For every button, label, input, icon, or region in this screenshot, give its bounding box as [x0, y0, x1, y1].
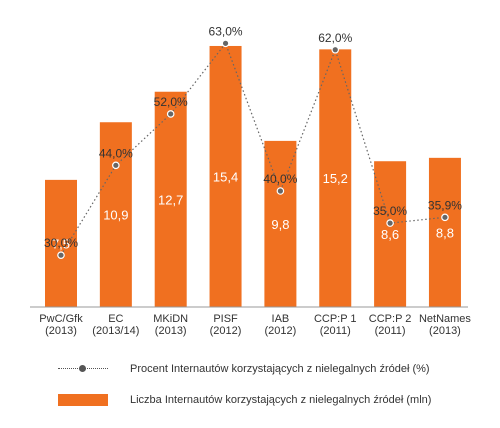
x-tick-sublabel: (2013) — [155, 325, 187, 337]
bar-value-label: 15,2 — [323, 171, 348, 186]
bar-value-label: 10,9 — [103, 208, 128, 223]
percent-series-line — [60, 42, 446, 256]
line-point — [441, 213, 449, 222]
bar — [45, 179, 77, 307]
bar-value-label: 12,7 — [158, 192, 183, 207]
point-value-label: 62,0% — [318, 31, 352, 45]
point-value-label: 35,9% — [428, 198, 462, 212]
x-tick-sublabel: (2012) — [210, 325, 242, 337]
bar — [154, 91, 187, 307]
x-axis: PwC/Gfk(2013)EC(2013/14)MKiDN(2013)PISF(… — [30, 306, 471, 337]
dotted-line-marker-icon — [58, 363, 108, 375]
legend-label-count: Liczba Internautów korzystających z niel… — [130, 394, 432, 406]
bar — [319, 49, 352, 308]
bar-value-label: 8,6 — [381, 227, 399, 242]
point-value-label: 35,0% — [373, 204, 407, 218]
point-value-label: 44,0% — [99, 146, 133, 160]
x-tick-sublabel: (2011) — [375, 325, 406, 337]
bar-value-label: 9,8 — [271, 217, 289, 232]
x-tick-sublabel: (2013) — [429, 325, 461, 337]
x-tick-sublabel: (2013/14) — [92, 325, 139, 337]
bar-value-label: 15,4 — [213, 169, 238, 184]
orange-bar-swatch-icon — [58, 394, 108, 406]
bar-value-label: 7,5 — [52, 236, 70, 251]
bar — [209, 45, 242, 307]
bar-value-label: 8,8 — [436, 225, 454, 240]
bar — [99, 122, 132, 308]
legend-label-percent: Procent Internautów korzystających z nie… — [130, 363, 430, 375]
x-tick-label: PwC/Gfk — [39, 313, 83, 325]
bar — [264, 140, 297, 307]
point-value-label: 30,0% — [44, 236, 78, 250]
line-point — [276, 187, 285, 195]
labels-group: 7,5 10,9 12,7 15,4 9,8 15,2 8,6 8,8 30,0% 44,0% 52… — [44, 24, 462, 251]
x-tick-label: PISF — [213, 313, 238, 325]
line-point — [221, 39, 230, 48]
x-tick-label: NetNames — [419, 313, 471, 325]
x-tick-label: EC — [108, 313, 123, 325]
line-series-group — [57, 39, 449, 260]
point-value-label: 40,0% — [263, 172, 297, 186]
x-tick-sublabel: (2011) — [320, 325, 351, 337]
legend-item-count: Liczba Internautów korzystających z niel… — [58, 394, 431, 406]
line-point — [166, 110, 175, 118]
line-point — [386, 219, 394, 227]
point-value-label: 52,0% — [154, 95, 188, 109]
x-tick-label: CCP:P 1 — [314, 313, 357, 325]
bar — [374, 161, 407, 307]
x-tick-sublabel: (2013) — [45, 325, 77, 337]
x-tick-label: CCP:P 2 — [369, 313, 412, 325]
bars-group — [45, 45, 461, 308]
bar — [428, 157, 461, 307]
legend-item-percent: Procent Internautów korzystających z nie… — [58, 363, 430, 375]
point-value-label: 63,0% — [209, 24, 243, 38]
x-tick-sublabel: (2012) — [265, 325, 297, 337]
x-tick-label: IAB — [272, 313, 290, 325]
line-point — [57, 251, 65, 260]
line-point — [112, 161, 120, 170]
line-point — [331, 45, 340, 54]
x-tick-label: MKiDN — [153, 313, 188, 325]
